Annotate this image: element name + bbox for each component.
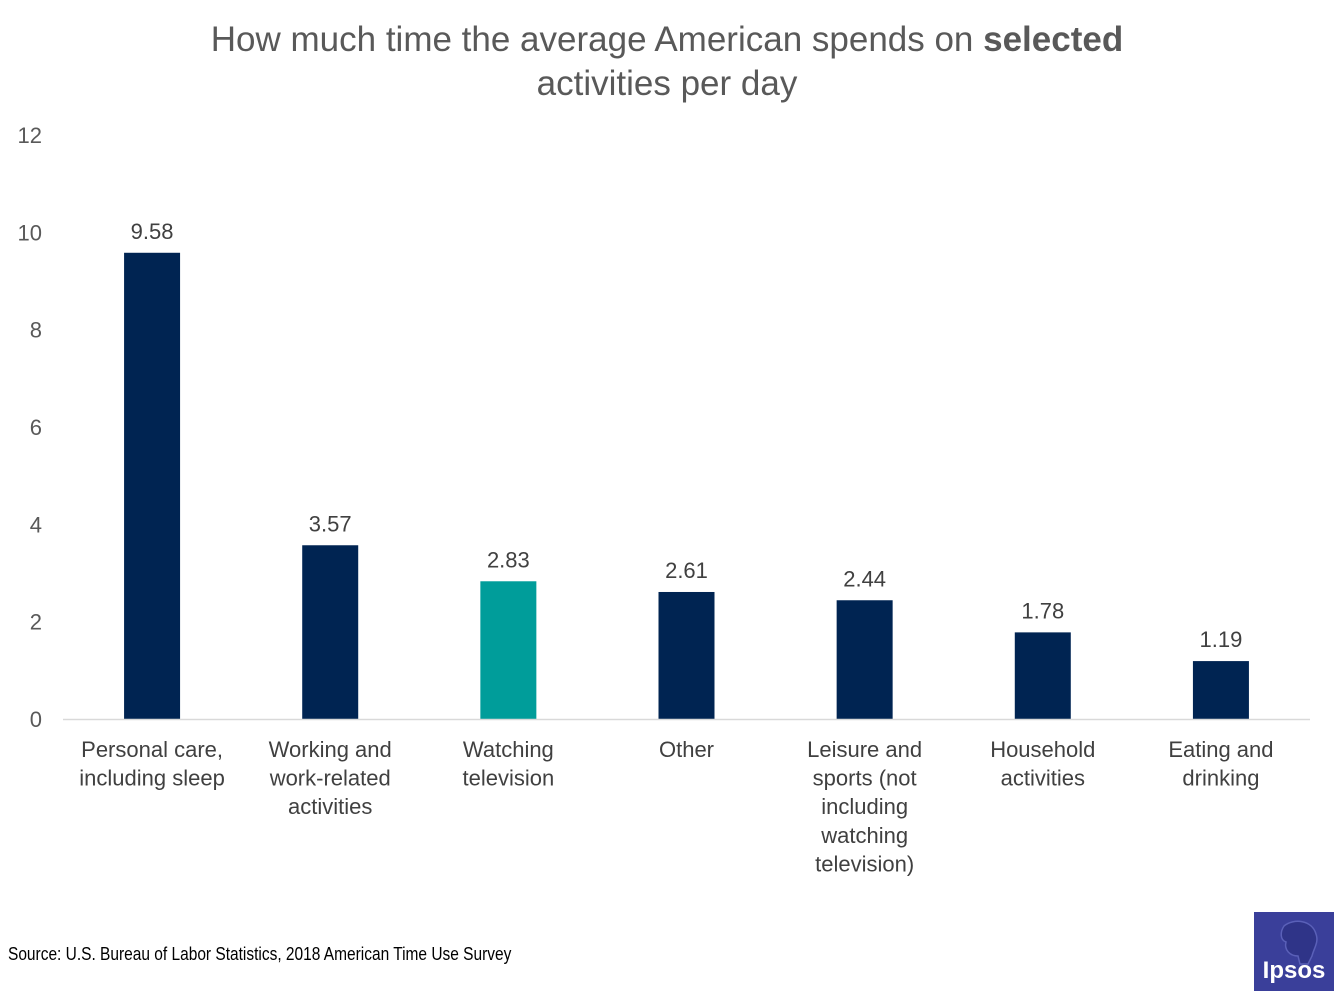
chart-title: How much time the average American spend… [0,18,1334,106]
y-tick-label: 0 [30,707,42,732]
x-tick-label-line: drinking [1182,766,1259,791]
x-tick-label: Household activities [990,737,1095,791]
data-label: 2.44 [843,566,886,591]
y-tick-label: 4 [30,512,42,537]
y-axis: 0 2 4 6 8 10 12 [18,123,42,732]
title-part-2: activities per day [536,64,798,103]
data-label: 1.78 [1021,598,1064,623]
y-tick-label: 2 [30,610,42,635]
x-tick-label: Working and work-related activities [269,737,392,819]
x-tick-label-line: sports (not [813,766,917,791]
x-tick-label-line: Household [990,737,1095,762]
x-tick-label: Other [659,737,714,762]
x-axis-labels: Personal care, including sleep Working and… [79,737,1273,876]
x-tick-label-line: watching [820,823,908,848]
x-tick-label-line: activities [1001,766,1085,791]
x-tick-label: Personal care, including sleep [79,737,225,791]
ipsos-logo-text: Ipsos [1262,957,1326,984]
bar-2 [480,581,537,719]
profile-head-icon [1280,920,1318,965]
x-tick-label-line: Working and [269,737,392,762]
y-tick-label: 12 [18,123,42,148]
x-tick-label-line: television) [815,851,914,876]
bar-3 [658,591,715,719]
x-tick-label-line: Leisure and [807,737,922,762]
data-label: 2.61 [665,558,708,583]
title-part-1: How much time the average American spend… [210,20,984,59]
source-note: Source: U.S. Bureau of Labor Statistics,… [8,944,512,964]
data-label: 1.19 [1200,627,1243,652]
x-tick-label-line: Personal care, [81,737,223,762]
x-tick-label: Eating and drinking [1168,737,1273,791]
x-tick-label-line: activities [288,794,372,819]
x-tick-label-line: Eating and [1168,737,1273,762]
y-tick-label: 6 [30,415,42,440]
x-tick-label-line: including [821,794,908,819]
x-tick-label-line: including sleep [79,766,225,791]
bar-chart: 0 2 4 6 8 10 12 9.58 3.57 2.83 2.61 2.44 1.78 1.19 P… [18,123,1310,876]
bar-4 [836,600,893,719]
x-tick-label-line: television [462,766,554,791]
y-tick-label: 8 [30,318,42,343]
data-label: 9.58 [131,219,174,244]
y-tick-label: 10 [18,220,42,245]
x-tick-label-line: Other [659,737,714,762]
bar-5 [1014,632,1071,719]
bar-6 [1192,661,1249,719]
data-label: 2.83 [487,547,530,572]
title-emphasis: selected [983,20,1124,59]
data-labels: 9.58 3.57 2.83 2.61 2.44 1.78 1.19 [131,219,1243,652]
ipsos-logo: Ipsos [1254,912,1334,991]
x-tick-label: Watching television [462,737,554,791]
x-tick-label: Leisure and sports (not including watching t… [807,737,922,876]
x-tick-label-line: Watching [463,737,554,762]
bars [124,252,1249,720]
bar-1 [302,545,359,719]
data-label: 3.57 [309,511,352,536]
bar-0 [124,252,181,720]
x-tick-label-line: work-related [269,766,391,791]
